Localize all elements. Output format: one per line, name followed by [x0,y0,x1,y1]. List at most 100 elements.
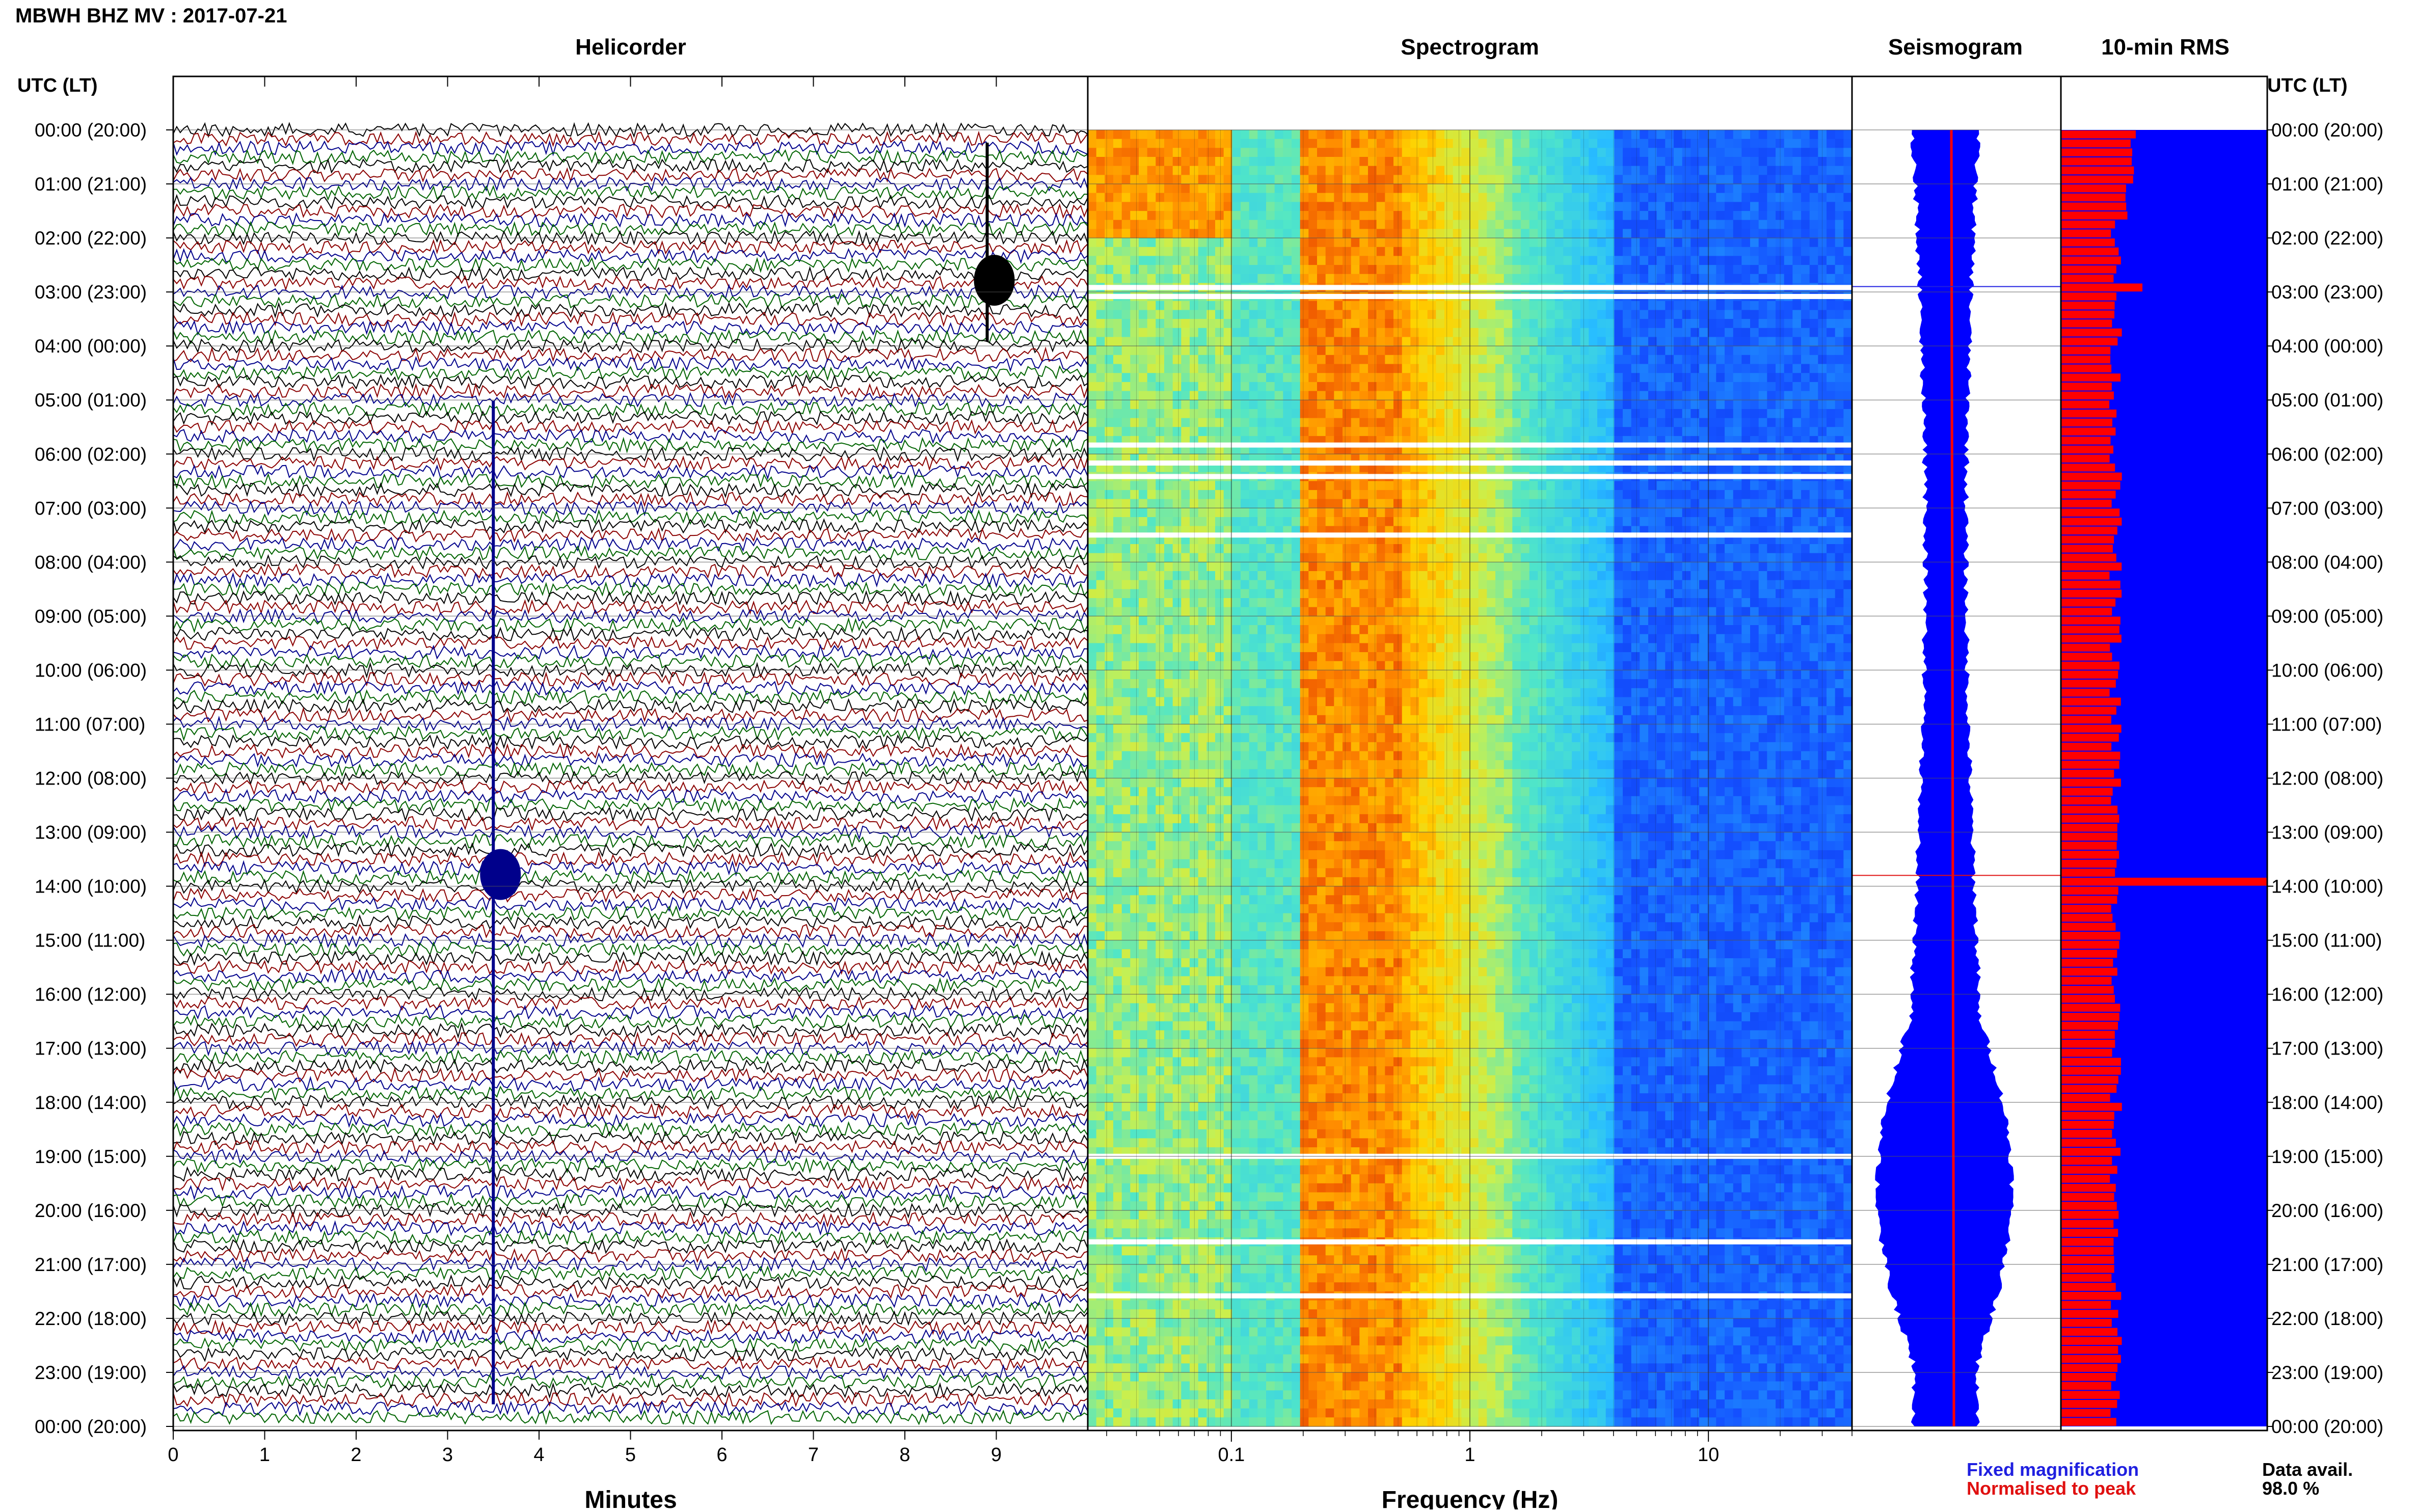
spectrogram-cell [1105,409,1114,419]
spectrogram-cell [1699,256,1708,265]
spectrogram-cell [1470,400,1479,410]
spectrogram-cell [1495,337,1505,346]
spectrogram-cell [1572,139,1581,148]
spectrogram-cell [1589,157,1598,167]
spectrogram-cell [1249,544,1258,554]
spectrogram-cell [1241,355,1250,365]
spectrogram-cell [1843,139,1853,148]
spectrogram-cell [1096,607,1106,616]
spectrogram-cell [1172,418,1182,427]
spectrogram-cell [1563,400,1572,410]
spectrogram-cell [1181,139,1190,148]
spectrogram-cell [1113,418,1122,427]
spectrogram-cell [1827,481,1836,491]
spectrogram-cell [1614,184,1623,194]
spectrogram-cell [1130,337,1139,346]
spectrogram-cell [1818,553,1827,562]
spectrogram-cell [1741,184,1751,194]
spectrogram-cell [1308,598,1318,608]
spectrogram-cell [1215,157,1224,167]
spectrogram-cell [1623,175,1632,184]
spectrogram-cell [1139,256,1148,265]
spectrogram-cell [1835,607,1844,616]
spectrogram-cell [1292,382,1301,392]
spectrogram-cell [1232,256,1241,265]
spectrogram-cell [1105,490,1114,500]
spectrogram-cell [1580,148,1590,157]
spectrogram-cell [1096,139,1106,148]
spectrogram-cell [1257,274,1267,284]
spectrogram-cell [1758,139,1768,148]
spectrogram-cell [1554,202,1564,211]
spectrogram-cell [1121,157,1131,167]
spectrogram-cell [1741,256,1751,265]
spectrogram-cell [1198,202,1208,211]
spectrogram-cell [1164,157,1173,167]
spectrogram-cell [1529,175,1539,184]
spectrogram-cell [1427,211,1437,221]
spectrogram-cell [1223,139,1233,148]
spectrogram-cell [1156,346,1165,356]
spectrogram-cell [1147,427,1157,437]
spectrogram-cell [1682,400,1692,410]
spectrogram-cell [1308,337,1318,346]
spectrogram-cell [1665,301,1674,311]
spectrogram-cell [1648,247,1657,257]
spectrogram-cell [1631,418,1641,427]
spectrogram-cell [1733,265,1742,275]
spectrogram-cell [1147,364,1157,373]
spectrogram-cell [1241,148,1250,157]
spectrogram-cell [1241,328,1250,338]
spectrogram-cell [1656,247,1666,257]
spectrogram-cell [1835,553,1844,562]
spectrogram-cell [1232,571,1241,581]
spectrogram-cell [1563,202,1572,211]
spectrogram-cell [1589,499,1598,508]
spectrogram-cell [1589,310,1598,319]
spectrogram-cell [1758,409,1768,419]
spectrogram-cell [1665,544,1674,554]
spectrogram-cell [1172,166,1182,175]
spectrogram-cell [1223,373,1233,383]
spectrogram-cell [1538,373,1547,383]
spectrogram-cell [1427,616,1437,626]
spectrogram-cell [1283,517,1292,527]
spectrogram-cell [1376,544,1386,554]
spectrogram-cell [1368,346,1377,356]
spectrogram-cell [1376,427,1386,437]
spectrogram-cell [1487,157,1496,167]
spectrogram-cell [1156,499,1165,508]
spectrogram-cell [1164,328,1173,338]
spectrogram-cell [1546,499,1555,508]
spectrogram-cell [1317,355,1326,365]
spectrogram-cell [1554,310,1564,319]
spectrogram-cell [1792,220,1802,229]
spectrogram-cell [1164,607,1173,616]
spectrogram-cell [1241,130,1250,140]
spectrogram-cell [1113,247,1122,257]
spectrogram-cell [1257,508,1267,518]
spectrogram-cell [1691,373,1700,383]
spectrogram-cell [1605,148,1615,157]
spectrogram-cell [1266,175,1275,184]
spectrogram-cell [1147,148,1157,157]
spectrogram-cell [1292,247,1301,257]
spectrogram-cell [1121,499,1131,508]
spectrogram-cell [1716,346,1725,356]
spectrogram-cell [1343,418,1352,427]
spectrogram-cell [1206,265,1216,275]
spectrogram-cell [1351,211,1360,221]
spectrogram-cell [1597,589,1606,599]
spectrogram-cell [1274,382,1284,392]
spectrogram-cell [1121,490,1131,500]
spectrogram-cell [1088,202,1097,211]
spectrogram-cell [1792,517,1802,527]
spectrogram-cell [1156,184,1165,194]
spectrogram-cell [1597,148,1606,157]
spectrogram-cell [1767,319,1776,329]
spectrogram-cell [1648,481,1657,491]
spectrogram-cell [1699,571,1708,581]
spectrogram-cell [1487,508,1496,518]
spectrogram-cell [1292,301,1301,311]
spectrogram-cell [1623,616,1632,626]
